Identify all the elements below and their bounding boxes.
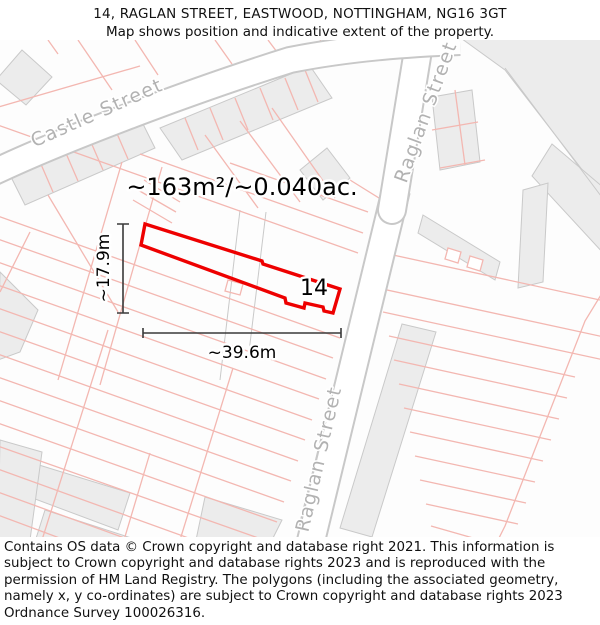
building-east-row xyxy=(431,89,481,171)
building-top-right xyxy=(462,40,600,194)
building-left-edge xyxy=(0,439,43,537)
building-street-side xyxy=(339,323,437,537)
width-dimension-label: ~39.6m xyxy=(208,343,277,363)
building-bottom-middle xyxy=(196,496,283,537)
plot-number-label: 14 xyxy=(300,276,328,301)
castle-street-road xyxy=(0,40,461,185)
area-label: ~163m²/~0.040ac. xyxy=(126,173,357,201)
parcel-lines xyxy=(0,40,600,537)
map-canvas: Castle Street Raglan Street Raglan Stree… xyxy=(0,40,600,537)
height-dimension-label: ~17.9m xyxy=(94,234,114,303)
map-header: 14, RAGLAN STREET, EASTWOOD, NOTTINGHAM,… xyxy=(0,0,600,40)
copyright-footer: Contains OS data © Crown copyright and d… xyxy=(0,537,600,625)
building-diamond xyxy=(299,147,351,201)
map-svg: Castle Street Raglan Street Raglan Stree… xyxy=(0,40,600,537)
building-bottom-left xyxy=(35,509,130,537)
map-description-subtitle: Map shows position and indicative extent… xyxy=(105,24,495,40)
building xyxy=(531,143,600,251)
raglan-street-road xyxy=(296,40,435,537)
building-east-strip xyxy=(517,182,549,289)
property-address-title: 14, RAGLAN STREET, EASTWOOD, NOTTINGHAM,… xyxy=(93,6,507,22)
width-dimension-line xyxy=(142,328,342,338)
building xyxy=(0,49,53,106)
dimension-lines xyxy=(117,223,342,338)
height-dimension-line xyxy=(117,223,129,314)
property-outline-polygon xyxy=(139,221,343,316)
copyright-text: Contains OS data © Crown copyright and d… xyxy=(4,540,563,621)
